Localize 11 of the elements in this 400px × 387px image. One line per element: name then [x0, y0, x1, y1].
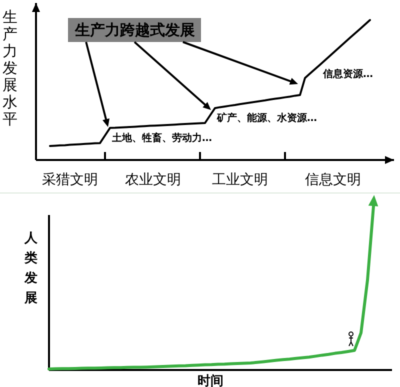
annotation: 土地、牲畜、劳动力… — [111, 132, 212, 144]
text: 农业文明 — [125, 172, 181, 188]
annotation: 生产力跨越式发展 — [74, 21, 195, 39]
ylabel: 生产力发展水平 — [2, 8, 18, 128]
text: 信息文明 — [305, 172, 361, 188]
ylabel: 人类发展 — [24, 231, 38, 306]
text: 采猎文明 — [42, 172, 98, 188]
annotation: 信息资源… — [322, 68, 373, 80]
text: 工业文明 — [212, 172, 268, 188]
annotation: 矿产、能源、水资源… — [216, 112, 317, 124]
xlabel: 时间 — [198, 374, 224, 387]
